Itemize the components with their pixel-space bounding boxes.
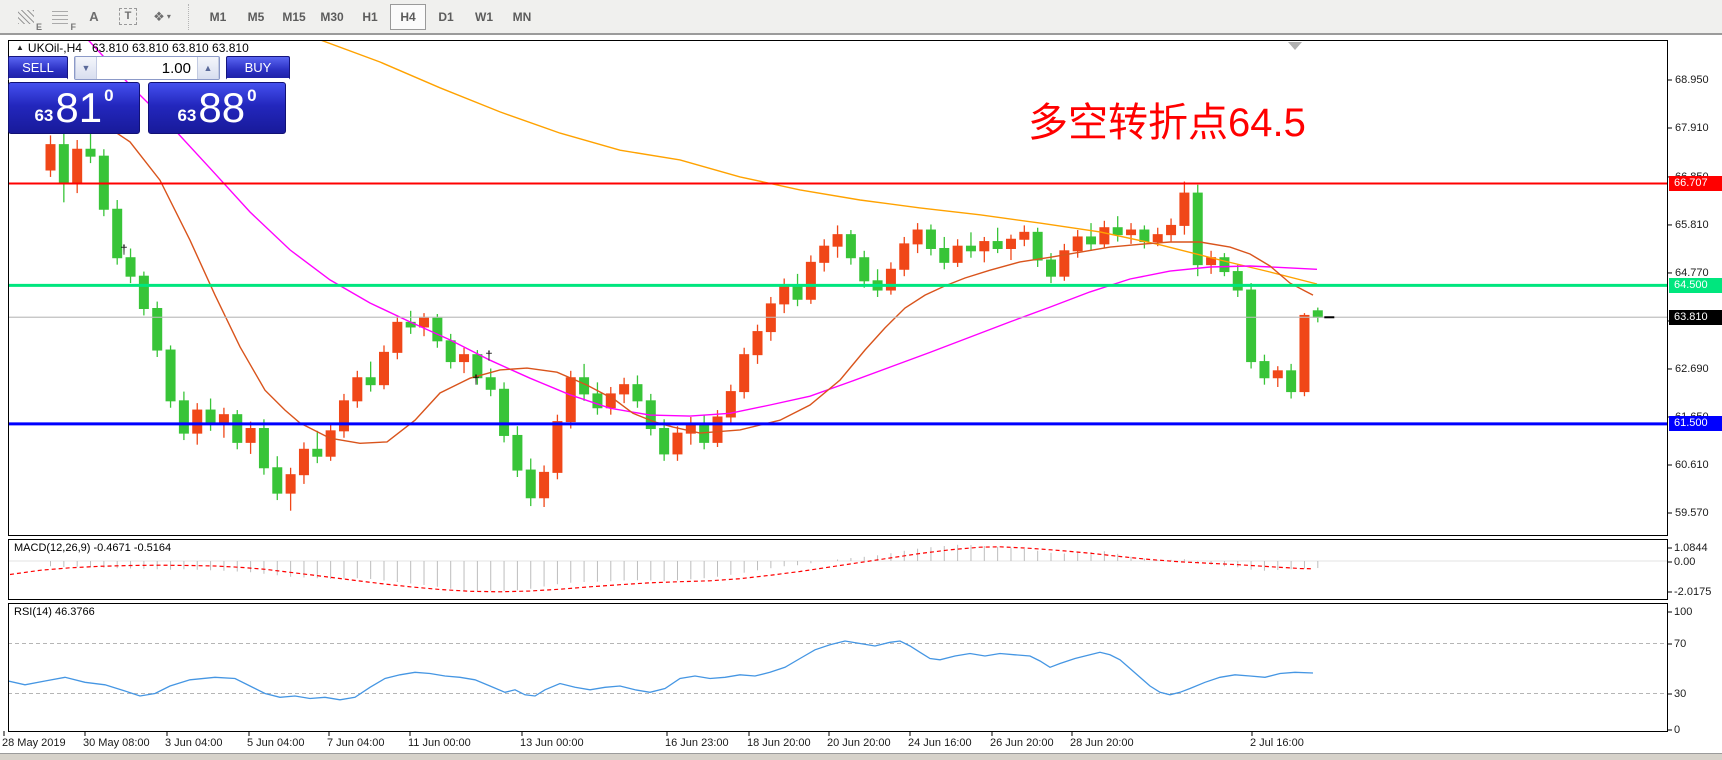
- x-axis-label: 24 Jun 16:00: [908, 737, 972, 749]
- sell-price-tile[interactable]: 63 81 0: [8, 82, 140, 134]
- y-axis-tick-label: 65.810: [1675, 218, 1709, 231]
- buy-price-prefix: 63: [177, 106, 197, 125]
- x-axis-label: 7 Jun 04:00: [327, 737, 385, 749]
- y-axis-tick-label: 67.910: [1675, 122, 1709, 134]
- sell-price-big: 81: [55, 84, 103, 131]
- caret-up-icon: ▲: [203, 63, 213, 73]
- chart-annotation-text: 多空转折点64.5: [1028, 101, 1306, 145]
- x-axis-label: 26 Jun 20:00: [990, 737, 1054, 749]
- symbol-label: UKOil-,H4: [27, 41, 82, 55]
- x-axis-label: 28 Jun 20:00: [1070, 737, 1134, 749]
- rsi-axis-label: 0: [1674, 724, 1681, 736]
- text-tool-icon[interactable]: A: [89, 9, 99, 24]
- x-axis-label: 30 May 08:00: [83, 737, 150, 749]
- y-axis-tick-label: 68.950: [1675, 74, 1709, 86]
- rsi-panel[interactable]: [8, 603, 1668, 732]
- macd-axis-label: 1.0844: [1674, 542, 1708, 554]
- timeframe-w1[interactable]: W1: [475, 9, 493, 24]
- timeframe-m15[interactable]: M15: [282, 9, 306, 24]
- buy-price-big: 88: [198, 84, 246, 131]
- timeframe-h1[interactable]: H1: [362, 9, 378, 24]
- timeframe-m1[interactable]: M1: [209, 9, 227, 24]
- fibonacci-tool-icon[interactable]: F: [46, 5, 76, 32]
- price-badge-61.500: 61.500: [1669, 416, 1722, 432]
- rsi-axis-label: 30: [1674, 688, 1687, 700]
- volume-input[interactable]: [97, 57, 197, 79]
- sell-price-prefix: 63: [34, 106, 54, 125]
- y-axis-tick-label: 60.610: [1675, 458, 1709, 471]
- volume-increase-button[interactable]: ▲: [197, 57, 219, 79]
- price-axis[interactable]: [1668, 40, 1722, 732]
- x-axis-label: 11 Jun 00:00: [408, 737, 471, 749]
- price-badge-63.810: 63.810: [1669, 309, 1722, 325]
- equidistant-channel-tool-icon[interactable]: E: [12, 5, 42, 32]
- chart-title: ▲ UKOil-,H4 63.810 63.810 63.810 63.810: [16, 41, 249, 55]
- buy-price-tile[interactable]: 63 88 0: [148, 82, 286, 134]
- volume-spinner: ▼ ▲: [74, 56, 220, 80]
- timeframe-m30[interactable]: M30: [320, 9, 344, 24]
- timeframe-mn[interactable]: MN: [512, 9, 532, 24]
- y-axis-tick-label: 59.570: [1675, 507, 1709, 519]
- y-axis-tick-label: 64.770: [1675, 266, 1709, 279]
- window-bottom-strip: [0, 753, 1722, 760]
- toolbar-separator: [188, 3, 190, 30]
- sell-button[interactable]: SELL: [8, 56, 68, 80]
- x-axis-label: 20 Jun 20:00: [827, 737, 891, 749]
- drawing-tools-group: E F A T ❖ ▾: [12, 5, 182, 32]
- timeframe-h4[interactable]: H4: [390, 3, 426, 30]
- timeframe-d1[interactable]: D1: [438, 9, 454, 24]
- y-axis-tick-label: 62.690: [1675, 362, 1709, 375]
- macd-axis-label: -2.0175: [1674, 586, 1712, 598]
- x-axis-label: 5 Jun 04:00: [247, 737, 305, 749]
- price-badge-66.707: 66.707: [1669, 176, 1722, 192]
- x-axis-label: 18 Jun 20:00: [747, 737, 811, 749]
- toolbar: E F A T ❖ ▾ M1 M5 M15 M30 H1 H4 D1 W1 MN: [0, 0, 1722, 35]
- buy-button[interactable]: BUY: [226, 56, 290, 80]
- volume-decrease-button[interactable]: ▼: [75, 57, 97, 79]
- timeframe-buttons-group: M1 M5 M15 M30 H1 H4 D1 W1 MN: [200, 3, 542, 30]
- x-axis-label: 28 May 2019: [2, 737, 66, 749]
- sell-price-sup: 0: [104, 86, 114, 105]
- arrow-objects-tool-icon[interactable]: ❖ ▾: [153, 8, 171, 24]
- price-badge-64.500: 64.500: [1669, 277, 1722, 293]
- macd-axis-label: 0.00: [1674, 556, 1696, 568]
- chart-shift-marker-icon[interactable]: [1288, 42, 1302, 50]
- quote-values: 63.810 63.810 63.810 63.810: [91, 41, 249, 55]
- caret-down-icon: ▼: [81, 63, 91, 73]
- macd-panel[interactable]: [8, 539, 1668, 600]
- x-axis-label: 13 Jun 00:00: [520, 737, 584, 749]
- rsi-axis-label: 100: [1674, 606, 1693, 618]
- collapse-triangle-icon[interactable]: ▲: [16, 43, 24, 52]
- rsi-axis-label: 70: [1674, 638, 1687, 650]
- x-axis-label: 2 Jul 16:00: [1250, 737, 1304, 749]
- buy-price-sup: 0: [247, 86, 257, 105]
- text-label-tool-icon[interactable]: T: [114, 5, 142, 29]
- rsi-indicator-label: RSI(14) 46.3766: [14, 606, 95, 618]
- x-axis-label: 3 Jun 04:00: [165, 737, 223, 749]
- macd-indicator-label: MACD(12,26,9) -0.4671 -0.5164: [14, 542, 172, 554]
- x-axis-label: 16 Jun 23:00: [665, 737, 729, 749]
- timeframe-m5[interactable]: M5: [247, 9, 265, 24]
